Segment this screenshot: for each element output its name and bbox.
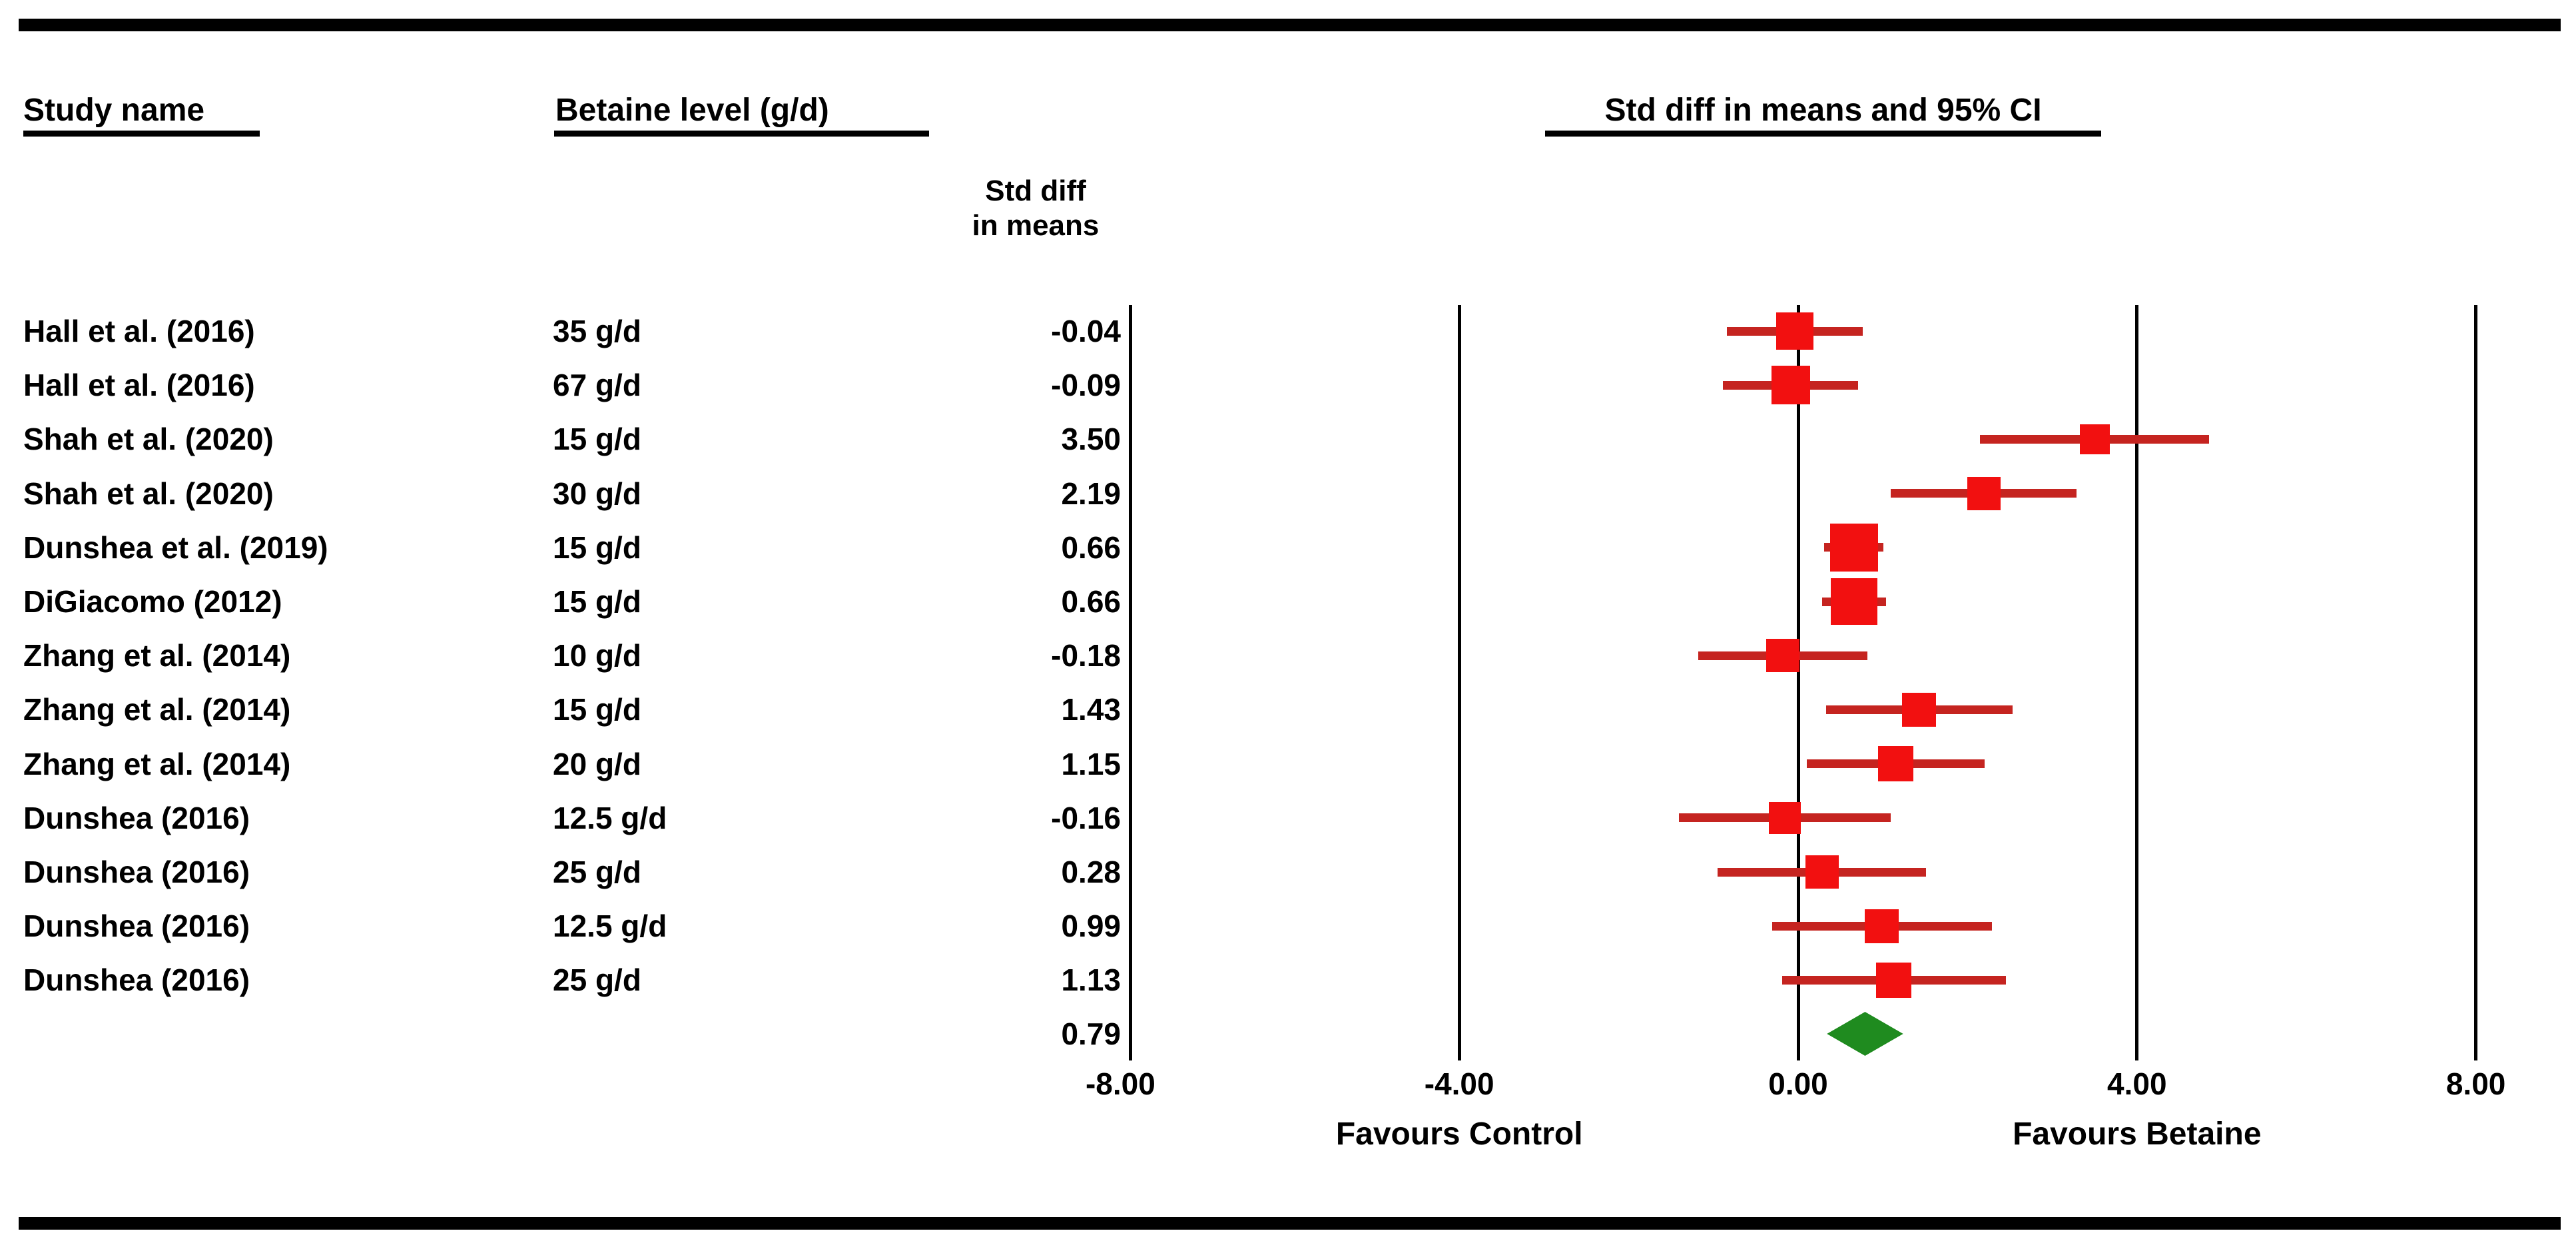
study-name-cell: Hall et al. (2016) — [23, 314, 255, 348]
study-name-cell: Dunshea (2016) — [23, 800, 250, 835]
favours-betaine-label: Favours Betaine — [2013, 1116, 2262, 1152]
std-diff-value-cell: 3.50 — [1061, 422, 1121, 457]
point-estimate-marker — [1902, 692, 1937, 727]
betaine-level-cell: 67 g/d — [553, 368, 641, 403]
study-name-cell: Shah et al. (2020) — [23, 422, 274, 457]
std-diff-value-cell: 1.43 — [1061, 692, 1121, 727]
table-divider-line — [1129, 305, 1132, 1060]
point-estimate-marker — [1830, 578, 1877, 625]
std-diff-value-cell: 0.66 — [1061, 584, 1121, 619]
study-name-cell: Zhang et al. (2014) — [23, 692, 291, 727]
study-name-cell: Zhang et al. (2014) — [23, 746, 291, 781]
study-name-cell: Dunshea (2016) — [23, 963, 250, 998]
betaine-level-cell: 15 g/d — [553, 692, 641, 727]
betaine-level-cell: 20 g/d — [553, 746, 641, 781]
column-header-study: Study name — [23, 93, 205, 128]
study-name-cell: Dunshea et al. (2019) — [23, 530, 328, 565]
std-diff-value-cell: 0.66 — [1061, 530, 1121, 565]
study-name-cell: Hall et al. (2016) — [23, 368, 255, 403]
effect-subheader-line2: in means — [972, 209, 1100, 242]
betaine-level-cell: 15 g/d — [553, 584, 641, 619]
std-diff-value-cell: 0.28 — [1061, 855, 1121, 889]
betaine-level-cell: 12.5 g/d — [553, 909, 667, 944]
column-header-study-underline — [23, 131, 260, 137]
column-header-betaine-underline — [554, 131, 929, 137]
axis-tick-label: 0.00 — [1768, 1066, 1828, 1101]
study-name-cell: Dunshea (2016) — [23, 855, 250, 889]
point-estimate-marker — [1876, 962, 1912, 998]
betaine-level-cell: 25 g/d — [553, 963, 641, 998]
study-name-cell: DiGiacomo (2012) — [23, 584, 282, 619]
point-estimate-marker — [1768, 801, 1801, 834]
point-estimate-marker — [1865, 909, 1899, 943]
point-estimate-marker — [2079, 424, 2110, 454]
std-diff-value-cell: 1.13 — [1061, 963, 1121, 998]
top-border-rule — [19, 19, 2561, 31]
gridline — [2474, 305, 2478, 1060]
study-name-cell: Shah et al. (2020) — [23, 476, 274, 511]
point-estimate-marker — [1775, 312, 1813, 350]
favours-control-label: Favours Control — [1335, 1116, 1583, 1152]
axis-tick-label: -8.00 — [1085, 1066, 1155, 1101]
betaine-level-cell: 12.5 g/d — [553, 800, 667, 835]
betaine-level-cell: 25 g/d — [553, 855, 641, 889]
point-estimate-marker — [1829, 523, 1878, 572]
column-header-effect-underline — [1545, 131, 2101, 137]
study-name-cell: Dunshea (2016) — [23, 909, 250, 944]
std-diff-value-cell: 0.99 — [1061, 909, 1121, 944]
betaine-level-cell: 15 g/d — [553, 422, 641, 457]
column-header-betaine: Betaine level (g/d) — [555, 93, 829, 128]
std-diff-value-cell: 2.19 — [1061, 476, 1121, 511]
axis-tick-label: -4.00 — [1424, 1066, 1494, 1101]
std-diff-value-cell: -0.09 — [1051, 368, 1121, 403]
point-estimate-marker — [1771, 366, 1810, 405]
betaine-level-cell: 10 g/d — [553, 638, 641, 673]
gridline — [1457, 305, 1461, 1060]
study-name-cell: Zhang et al. (2014) — [23, 638, 291, 673]
betaine-level-cell: 15 g/d — [553, 530, 641, 565]
point-estimate-marker — [1766, 639, 1800, 673]
overall-value-cell: 0.79 — [1061, 1017, 1121, 1051]
gridline — [2135, 305, 2139, 1060]
point-estimate-marker — [1967, 476, 2001, 510]
std-diff-value-cell: 1.15 — [1061, 746, 1121, 781]
gridline — [1796, 305, 1800, 1060]
axis-tick-label: 4.00 — [2107, 1066, 2167, 1101]
point-estimate-marker — [1805, 855, 1839, 889]
effect-subheader-line1: Std diff — [985, 175, 1086, 207]
bottom-border-rule — [19, 1217, 2561, 1230]
std-diff-value-cell: -0.18 — [1051, 638, 1121, 673]
betaine-level-cell: 30 g/d — [553, 476, 641, 511]
std-diff-value-cell: -0.16 — [1051, 800, 1121, 835]
std-diff-value-cell: -0.04 — [1051, 314, 1121, 348]
point-estimate-marker — [1877, 746, 1913, 782]
axis-tick-label: 8.00 — [2445, 1066, 2506, 1101]
overall-diamond — [1827, 1012, 1903, 1056]
column-header-effect: Std diff in means and 95% CI — [1604, 93, 2042, 128]
betaine-level-cell: 35 g/d — [553, 314, 641, 348]
